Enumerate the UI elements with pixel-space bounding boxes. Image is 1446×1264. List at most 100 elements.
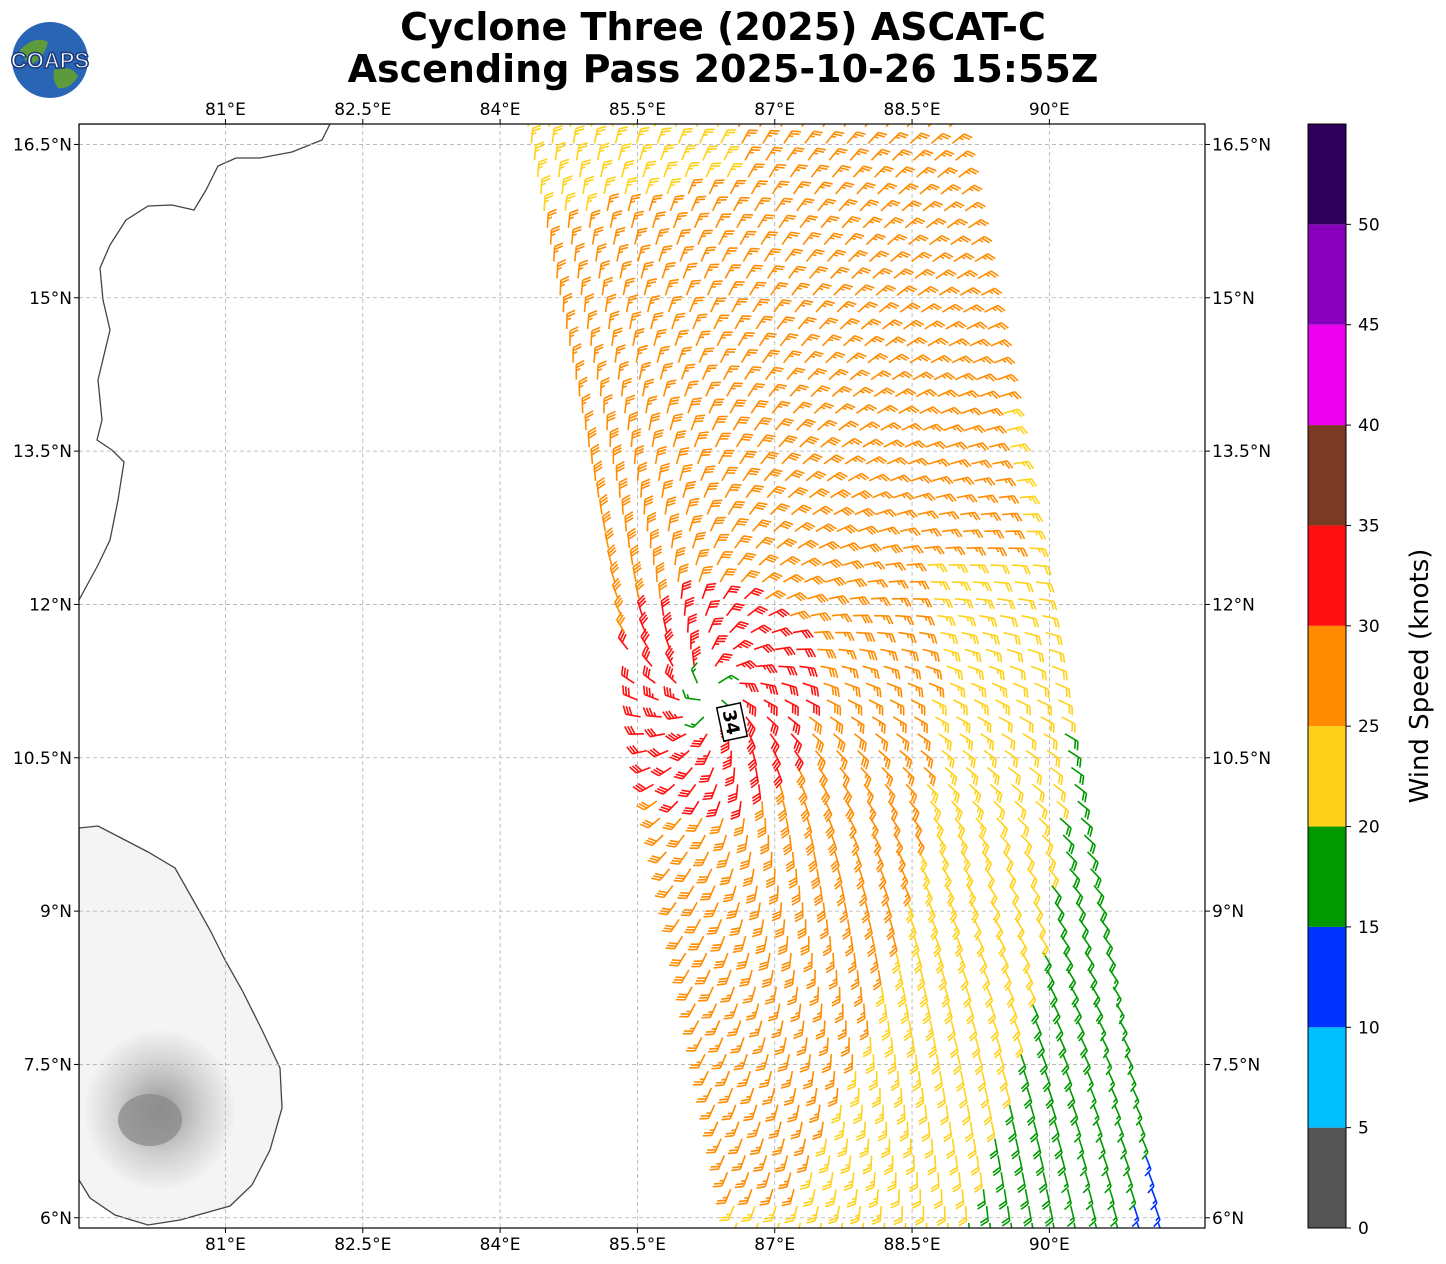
- wind-barb: [1094, 1222, 1100, 1228]
- wind-barb: [783, 969, 795, 989]
- wind-barb: [744, 366, 762, 381]
- wind-barb: [584, 410, 594, 431]
- wind-barb: [1009, 885, 1020, 907]
- wind-barb: [937, 389, 959, 398]
- wind-barb: [1010, 1138, 1020, 1160]
- wind-barb: [642, 160, 657, 178]
- storm-center-marker: 34: [715, 701, 749, 743]
- wind-barb: [794, 299, 814, 313]
- wind-barb: [630, 428, 642, 448]
- wind-barb: [813, 885, 824, 907]
- wind-barb: [1018, 935, 1028, 958]
- wind-barb: [872, 969, 882, 991]
- wind-barb: [980, 733, 995, 751]
- wind-barb: [727, 500, 746, 515]
- wind-barb: [913, 952, 923, 975]
- wind-barb: [1009, 665, 1026, 681]
- wind-barb: [773, 767, 783, 789]
- chart-title-line1: Cyclone Three (2025) ASCAT-C: [400, 5, 1046, 49]
- wind-barb: [993, 800, 1006, 821]
- wind-barb: [802, 231, 822, 246]
- wind-barb: [731, 298, 749, 313]
- wind-barb: [620, 665, 635, 684]
- wind-barb: [1024, 631, 1042, 646]
- wind-barb: [758, 1070, 773, 1089]
- wind-barb: [1096, 901, 1108, 923]
- wind-barb: [814, 630, 835, 641]
- wind-barb: [990, 564, 1011, 575]
- wind-barb: [812, 283, 832, 296]
- wind-barb: [1058, 1037, 1067, 1059]
- wind-barb: [1002, 851, 1014, 872]
- wind-barb: [604, 293, 617, 313]
- wind-barb: [815, 1020, 826, 1040]
- wind-barb: [840, 1155, 852, 1175]
- wind-barb: [700, 465, 716, 482]
- wind-barb: [662, 379, 677, 397]
- wind-barb: [672, 969, 690, 984]
- wind-barb: [684, 716, 705, 729]
- wind-barb: [1033, 901, 1044, 923]
- wind-barb: [948, 902, 958, 924]
- wind-barb: [781, 231, 800, 246]
- wind-barb: [794, 902, 804, 923]
- wind-barb: [903, 1020, 913, 1042]
- wind-barb: [865, 1172, 876, 1192]
- wind-barb: [973, 1172, 983, 1193]
- wind-barb: [1023, 513, 1044, 523]
- wind-barb: [711, 635, 728, 650]
- wind-barb: [822, 124, 833, 128]
- wind-barb: [989, 1222, 993, 1228]
- wind-barb: [1054, 901, 1065, 923]
- wind-barb: [771, 902, 783, 922]
- wind-barb: [1005, 1104, 1014, 1126]
- wind-barb: [818, 767, 828, 789]
- wind-barb: [677, 346, 693, 363]
- wind-barb: [971, 235, 993, 246]
- wind-barb: [671, 312, 686, 330]
- wind-barb: [727, 784, 739, 804]
- wind-barb: [634, 227, 648, 245]
- wind-barb: [780, 952, 792, 972]
- wind-barb: [691, 531, 707, 549]
- wind-barb: [946, 1138, 956, 1160]
- wind-barb: [868, 473, 891, 482]
- wind-barb: [951, 581, 972, 591]
- wind-barb: [709, 516, 726, 532]
- wind-barb: [872, 491, 894, 500]
- wind-barb: [906, 562, 927, 572]
- wind-barb: [1057, 1155, 1066, 1177]
- wind-barb: [688, 514, 703, 532]
- wind-barb: [733, 817, 745, 837]
- wind-barb: [973, 699, 989, 716]
- wind-barb: [874, 1104, 884, 1125]
- wind-barb: [931, 699, 947, 716]
- wind-barb: [694, 969, 711, 985]
- wind-barb: [742, 467, 761, 482]
- wind-barb: [768, 1121, 782, 1139]
- wind-barb: [593, 460, 603, 481]
- wind-barb: [1022, 733, 1037, 751]
- lon-tick-label-bottom: 84°E: [480, 1235, 521, 1255]
- wind-barb: [1015, 1037, 1024, 1059]
- wind-barb: [1009, 1003, 1018, 1025]
- wind-barb: [715, 213, 732, 229]
- wind-barb: [753, 643, 776, 654]
- wind-barb: [864, 335, 885, 347]
- wind-barb: [826, 471, 848, 482]
- wind-barb: [760, 835, 770, 855]
- wind-barb: [1037, 699, 1052, 716]
- wind-barb: [826, 249, 847, 263]
- colorbar-tick-label: 25: [1358, 717, 1380, 737]
- wind-barb: [702, 1121, 719, 1137]
- wind-barb: [977, 494, 999, 504]
- wind-barb: [807, 147, 827, 161]
- wind-barb: [866, 800, 877, 822]
- wind-barb: [1039, 598, 1058, 611]
- wind-barb: [615, 460, 625, 481]
- wind-barb: [825, 952, 835, 974]
- wind-barb: [695, 548, 710, 566]
- wind-barb: [771, 1020, 784, 1039]
- wind-barb: [954, 598, 974, 609]
